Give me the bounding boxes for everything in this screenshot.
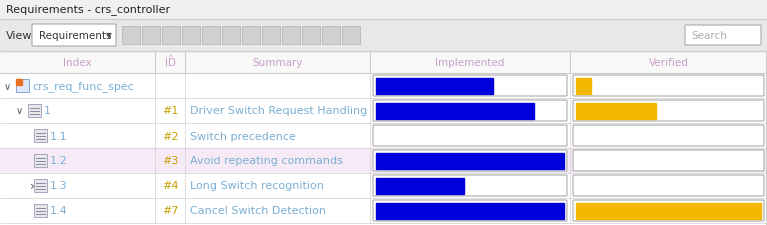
- Text: 1.2: 1.2: [50, 156, 67, 166]
- Bar: [302, 27, 320, 45]
- Bar: [576, 78, 591, 94]
- Text: ∨: ∨: [16, 106, 23, 116]
- FancyBboxPatch shape: [573, 126, 764, 146]
- Bar: [262, 27, 280, 45]
- Text: Index: Index: [63, 58, 92, 68]
- Text: 1.1: 1.1: [50, 131, 67, 141]
- Text: ›: ›: [30, 179, 35, 192]
- Bar: [242, 27, 260, 45]
- Bar: [376, 153, 564, 169]
- Text: Implemented: Implemented: [436, 58, 505, 68]
- FancyBboxPatch shape: [373, 101, 567, 122]
- Bar: [0, 148, 767, 173]
- FancyBboxPatch shape: [373, 200, 567, 221]
- Bar: [0, 52, 767, 74]
- Bar: [0, 99, 767, 124]
- Text: #2: #2: [162, 131, 178, 141]
- Bar: [0, 74, 767, 99]
- Bar: [16, 80, 22, 86]
- Bar: [0, 0, 767, 20]
- Bar: [0, 52, 767, 225]
- Text: 1: 1: [44, 106, 51, 116]
- Text: Requirements - crs_controller: Requirements - crs_controller: [6, 4, 170, 15]
- Bar: [0, 20, 767, 52]
- Text: ∨: ∨: [4, 81, 12, 91]
- Text: #4: #4: [162, 181, 178, 191]
- Bar: [322, 27, 340, 45]
- Text: 1.4: 1.4: [50, 206, 67, 216]
- Text: Search: Search: [691, 31, 727, 41]
- Bar: [376, 78, 492, 94]
- Bar: [0, 198, 767, 223]
- Bar: [28, 105, 41, 117]
- Text: View:: View:: [6, 31, 35, 41]
- FancyBboxPatch shape: [573, 200, 764, 221]
- Text: #7: #7: [162, 206, 178, 216]
- Bar: [282, 27, 300, 45]
- FancyBboxPatch shape: [573, 76, 764, 97]
- FancyBboxPatch shape: [573, 150, 764, 171]
- Text: Switch precedence: Switch precedence: [190, 131, 296, 141]
- FancyBboxPatch shape: [573, 175, 764, 196]
- Text: Verified: Verified: [649, 58, 689, 68]
- Bar: [142, 27, 160, 45]
- Bar: [162, 27, 180, 45]
- FancyBboxPatch shape: [32, 25, 116, 47]
- Text: Cancel Switch Detection: Cancel Switch Detection: [190, 206, 326, 216]
- Text: ▼: ▼: [106, 31, 112, 40]
- FancyBboxPatch shape: [573, 101, 764, 122]
- Bar: [376, 103, 534, 119]
- Text: ^: ^: [167, 55, 173, 61]
- FancyBboxPatch shape: [373, 175, 567, 196]
- FancyBboxPatch shape: [685, 26, 761, 46]
- Text: #3: #3: [162, 156, 178, 166]
- Bar: [0, 124, 767, 148]
- Bar: [122, 27, 140, 45]
- Bar: [202, 27, 220, 45]
- Bar: [576, 103, 656, 119]
- Bar: [222, 27, 240, 45]
- Text: Avoid repeating commands: Avoid repeating commands: [190, 156, 343, 166]
- Bar: [0, 173, 767, 198]
- Bar: [342, 27, 360, 45]
- Bar: [182, 27, 200, 45]
- Bar: [34, 154, 47, 167]
- Bar: [34, 129, 47, 142]
- Text: #1: #1: [162, 106, 178, 116]
- Bar: [34, 179, 47, 192]
- Text: Summary: Summary: [252, 58, 303, 68]
- FancyBboxPatch shape: [373, 126, 567, 146]
- Bar: [34, 204, 47, 217]
- Text: ID: ID: [164, 58, 176, 68]
- Text: Requirements: Requirements: [39, 31, 111, 41]
- Bar: [576, 202, 761, 218]
- FancyBboxPatch shape: [373, 150, 567, 171]
- Text: 1.3: 1.3: [50, 181, 67, 191]
- Bar: [16, 80, 29, 93]
- Text: Driver Switch Request Handling: Driver Switch Request Handling: [190, 106, 367, 116]
- Text: Long Switch recognition: Long Switch recognition: [190, 181, 324, 191]
- Text: crs_req_func_spec: crs_req_func_spec: [32, 81, 134, 92]
- Bar: [376, 202, 564, 218]
- FancyBboxPatch shape: [373, 76, 567, 97]
- Bar: [376, 178, 464, 194]
